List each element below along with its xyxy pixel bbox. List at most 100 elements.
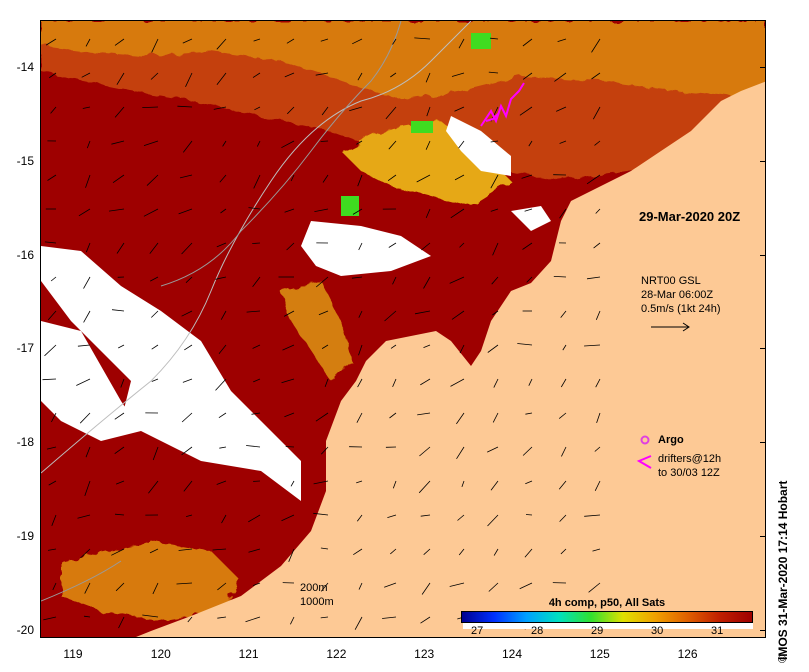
latitude-tick-label: -20	[16, 622, 34, 637]
current-vector	[216, 72, 227, 85]
current-vector	[419, 446, 431, 457]
latitude-tick-mark	[760, 442, 766, 444]
map-panel[interactable]: 29-Mar-2020 20Z NRT00 GSL 28-Mar 06:00Z …	[40, 20, 766, 638]
current-vector	[358, 310, 363, 318]
current-vector	[286, 242, 295, 251]
drifters-legend: drifters@12h to 30/03 12Z	[658, 452, 721, 480]
current-vector	[216, 480, 227, 485]
current-vector	[528, 378, 533, 386]
current-vector	[248, 207, 261, 210]
current-vector	[490, 208, 499, 212]
current-vector	[220, 208, 227, 214]
current-vector	[595, 208, 601, 214]
current-vector	[150, 72, 159, 80]
current-vector	[108, 208, 125, 212]
current-vector	[493, 378, 499, 388]
cloud-small	[511, 206, 551, 231]
colorbar-gradient	[461, 611, 753, 623]
current-vector	[385, 106, 397, 120]
current-vector	[356, 412, 363, 423]
current-vector	[48, 72, 57, 79]
copyright-icon: ©	[777, 654, 790, 664]
cloud-west	[41, 246, 301, 501]
current-vector	[115, 480, 125, 485]
current-vector	[320, 582, 329, 592]
current-vector	[491, 276, 499, 285]
current-vector	[286, 38, 295, 44]
current-vector	[382, 616, 397, 619]
latitude-tick-mark	[760, 629, 766, 631]
current-vector	[454, 174, 465, 181]
current-vector	[218, 344, 227, 355]
current-vector	[220, 310, 227, 320]
current-vector	[352, 208, 363, 215]
current-vector	[384, 310, 397, 322]
latitude-tick-label: -16	[16, 247, 34, 262]
current-vector	[253, 378, 261, 383]
current-vector	[313, 512, 329, 516]
current-vector	[179, 174, 193, 179]
current-vector	[519, 582, 533, 590]
current-vectors	[42, 37, 601, 630]
current-vector	[320, 547, 329, 550]
current-vector	[83, 615, 91, 618]
current-vector	[85, 446, 91, 458]
current-vector	[48, 480, 57, 486]
current-vector	[152, 446, 159, 461]
current-vector	[281, 514, 295, 522]
current-vector	[118, 616, 125, 629]
current-vector	[219, 174, 227, 183]
current-vector	[420, 616, 431, 624]
current-vector	[522, 72, 533, 80]
drifters-legend-line1: drifters@12h	[658, 453, 722, 465]
current-vector	[78, 208, 91, 217]
argo-legend-icon	[640, 435, 650, 445]
longitude-tick-label: 120	[150, 647, 171, 661]
current-vector	[456, 412, 465, 425]
current-info-line1: NRT00 GSL	[641, 275, 701, 287]
current-vector	[182, 140, 193, 153]
current-vector	[256, 140, 261, 147]
current-vector	[318, 310, 329, 316]
current-vector	[219, 446, 227, 449]
current-vector	[559, 140, 567, 144]
current-vector	[51, 412, 57, 423]
current-vector	[562, 344, 567, 351]
current-vector	[85, 174, 91, 188]
colorbar-tick-label: 29	[591, 625, 604, 637]
cloud-north	[446, 116, 511, 176]
longitude-tick-label: 126	[677, 647, 698, 661]
current-vector	[593, 242, 601, 249]
sst-green-patch-3	[341, 196, 359, 216]
current-vector	[553, 276, 567, 278]
current-vector	[390, 72, 397, 78]
current-vector	[222, 140, 227, 147]
current-vector	[588, 582, 601, 593]
isobath-200m	[41, 21, 402, 602]
current-vector	[521, 174, 533, 179]
current-vector	[114, 412, 125, 420]
current-vector	[181, 412, 193, 423]
current-vector	[418, 480, 431, 494]
current-vector	[457, 514, 465, 521]
current-vector	[390, 548, 397, 555]
current-vector	[83, 276, 91, 289]
current-vector	[212, 548, 227, 551]
current-vector	[560, 310, 567, 318]
current-vector	[116, 72, 125, 85]
current-vector	[389, 412, 397, 419]
current-vector	[421, 242, 431, 251]
latitude-tick-mark	[760, 348, 766, 350]
current-vector	[595, 378, 601, 388]
current-vector	[85, 242, 91, 253]
current-vector	[282, 344, 295, 351]
current-vector	[151, 378, 159, 382]
current-vector	[115, 582, 125, 592]
longitude-tick-label: 123	[414, 647, 435, 661]
current-vector	[522, 38, 533, 47]
current-vector	[284, 72, 295, 78]
current-vector	[560, 378, 567, 388]
current-vector	[356, 140, 363, 145]
current-vector	[246, 445, 261, 448]
credit-label: IMOS 31-Mar-2020 17:14 Hobart	[776, 480, 790, 660]
